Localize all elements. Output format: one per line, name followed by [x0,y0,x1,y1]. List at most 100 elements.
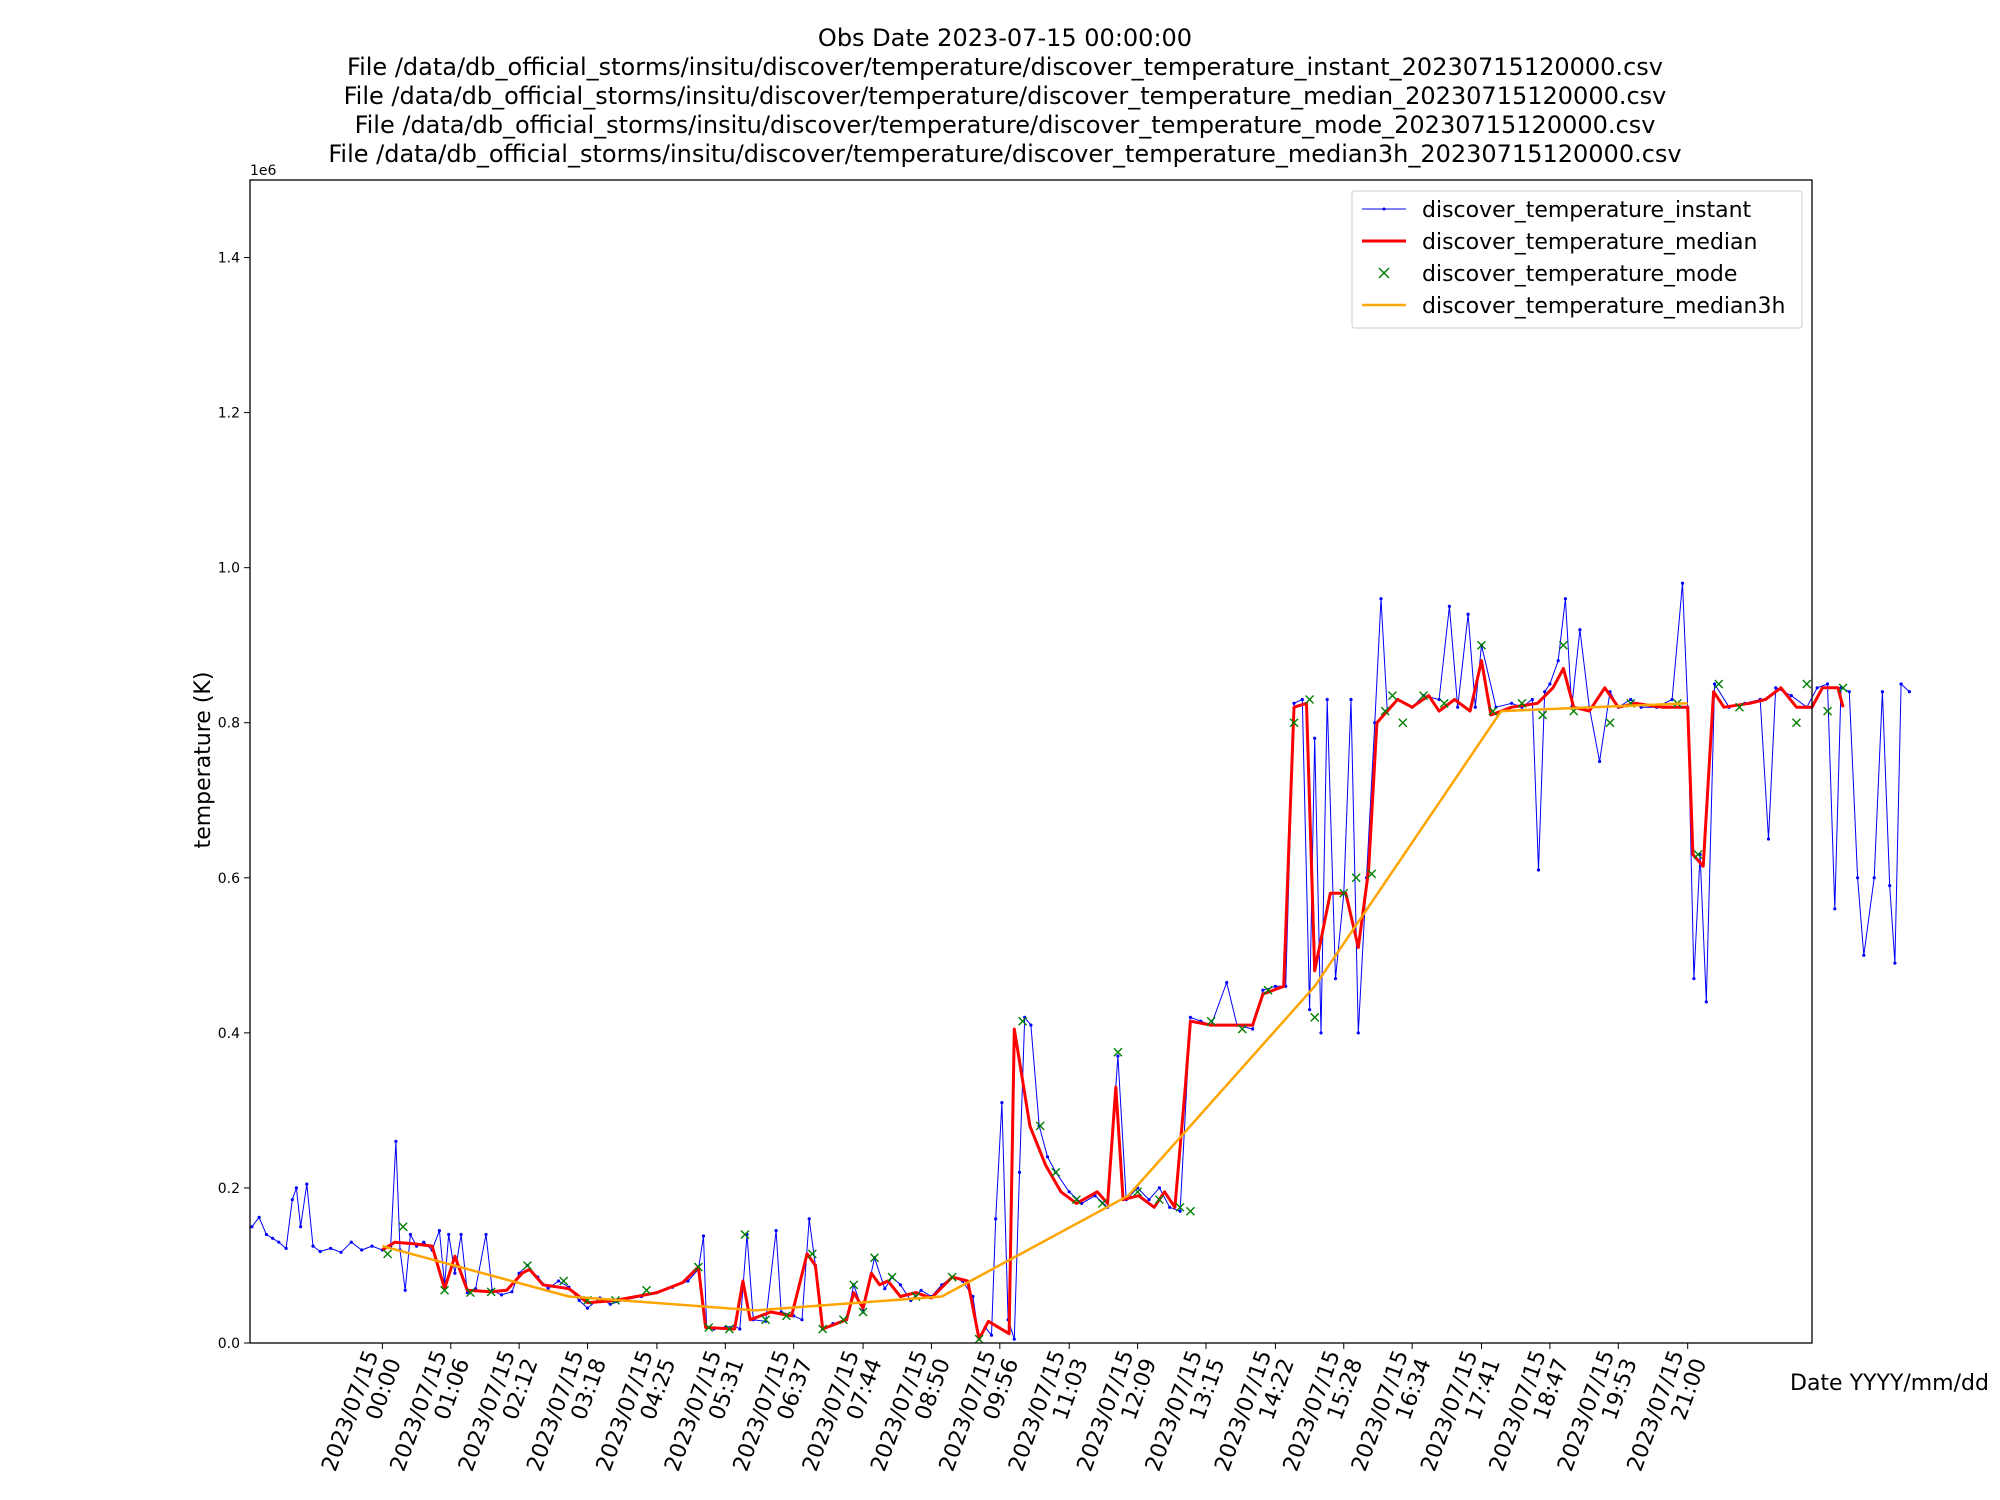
instant-point [1578,628,1582,632]
instant-point [1000,1101,1004,1105]
mode-point [642,1285,652,1295]
mode-point [869,1253,879,1263]
instant-point [1888,884,1892,888]
instant-point [422,1240,426,1244]
mode-point [1237,1024,1247,1034]
mode-point [1097,1198,1107,1208]
instant-point [1598,759,1602,764]
instant-point [1543,690,1547,694]
instant-point [250,1225,254,1229]
mode-point [1734,702,1744,712]
instant-point [294,1186,298,1190]
instant-point [577,1298,581,1302]
instant-point [1473,705,1477,709]
y-tick-label: 1.4 [218,251,240,267]
mode-point [1035,1121,1045,1131]
mode-point [1714,679,1724,689]
instant-point [1319,1031,1323,1035]
instant-point [277,1240,281,1244]
instant-point [1530,697,1534,702]
title-line-mode-file: File /data/db_official_storms/insitu/dis… [354,111,1656,139]
instant-point [1680,581,1685,585]
instant-point [394,1139,398,1143]
mode-point [858,1307,868,1317]
instant-point [1308,1008,1312,1012]
instant-point [370,1244,374,1248]
instant-point [1856,876,1860,880]
instant-point [257,1215,261,1219]
mode-point [1823,706,1833,716]
mode-point [1477,640,1487,650]
mode-point [1398,718,1408,728]
mode-point [781,1311,791,1321]
instant-point [989,1333,994,1337]
instant-point [1447,604,1451,609]
legend-item-mode: discover_temperature_mode [1378,262,1737,287]
instant-point [1147,1198,1151,1202]
mode-point [1263,985,1273,995]
instant-point [1178,1209,1182,1213]
mode-point [1605,718,1615,728]
instant-point [994,1217,998,1221]
instant-point [1456,705,1460,709]
instant-point [1815,686,1819,690]
instant-point [1862,953,1866,957]
instant-point [437,1229,441,1233]
y-axis-label: temperature (K) [191,672,216,849]
legend-item-median3h: discover_temperature_median3h [1362,294,1785,319]
instant-point [1325,697,1329,702]
legend: discover_temperature_instant discover_te… [1351,190,1803,329]
instant-point [290,1198,294,1202]
instant-point [919,1288,923,1292]
mode-point [486,1287,496,1297]
instant-point [305,1182,309,1186]
instant-point [1349,697,1353,702]
mode-point [807,1249,817,1259]
instant-point [453,1271,457,1275]
mode-point [1113,1047,1123,1057]
instant-point [1880,690,1884,694]
instant-point [1168,1205,1172,1209]
instant-point [264,1232,268,1237]
legend-swatch-mode [1378,267,1390,279]
mode-point [1206,1016,1216,1026]
instant-point [1466,612,1470,616]
mode-point [1351,873,1361,883]
instant-point [898,1283,903,1287]
mode-point [465,1288,475,1298]
instant-point [339,1250,343,1254]
title-line-median3h-file: File /data/db_official_storms/insitu/dis… [328,140,1682,168]
x-axis-label: Date YYYY/mm/dd [1790,1371,1989,1396]
instant-point [1251,1027,1255,1031]
mode-point [1693,850,1703,860]
instant-point [800,1318,804,1322]
mode-point [849,1280,859,1290]
mode-point [887,1272,897,1282]
instant-point [1847,690,1851,694]
instant-point [329,1246,333,1250]
chart-title-block: Obs Date 2023-07-15 00:00:00 File /data/… [0,24,2000,169]
mode-point [559,1276,569,1286]
instant-point [499,1293,504,1297]
instant-point [556,1279,561,1283]
series-line-instant [251,582,1910,1340]
legend-item-instant: discover_temperature_instant [1362,198,1752,223]
instant-point [1692,977,1696,981]
mode-point [1071,1195,1081,1205]
mode-point [724,1324,734,1334]
mode-point [1387,691,1397,701]
mode-point [1018,1016,1028,1026]
mode-point [1538,710,1548,720]
mode-point [1419,691,1429,701]
series-line-median3h [382,702,1688,1312]
instant-point [1774,686,1778,690]
mode-point [1289,718,1299,728]
title-line-median-file: File /data/db_official_storms/insitu/dis… [343,82,1667,110]
instant-point [1789,694,1793,698]
y-tick-label: 0.6 [218,871,240,887]
mode-point [383,1249,393,1259]
mode-point [1558,640,1568,650]
mode-point [1838,683,1848,693]
title-line-obs-date: Obs Date 2023-07-15 00:00:00 [817,24,1193,52]
instant-point [1437,697,1441,702]
